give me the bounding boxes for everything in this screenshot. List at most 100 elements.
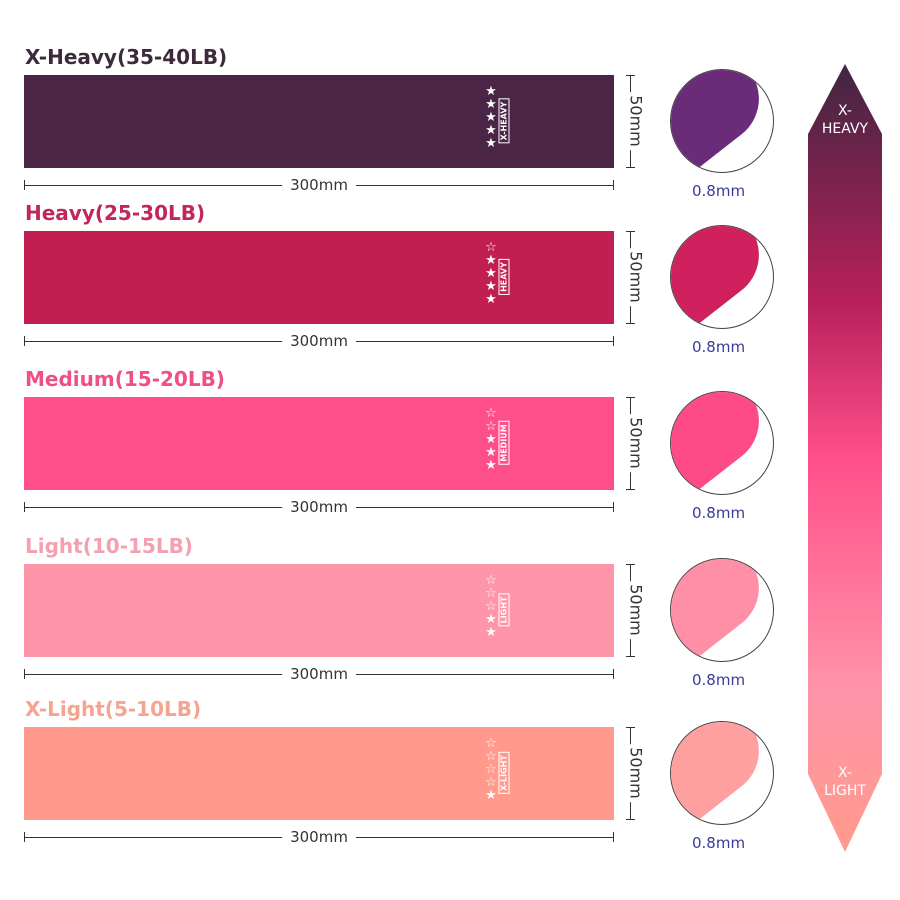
star-rating: ★ ★ ☆ ☆ ☆: [484, 574, 498, 639]
thickness-closeup: [670, 69, 774, 173]
star-rating: ★ ★ ★ ★ ☆: [484, 241, 498, 306]
thickness-label: 0.8mm: [692, 182, 746, 200]
height-dimension: 50mm: [626, 564, 646, 657]
width-dimension: 300mm: [24, 176, 614, 194]
thickness-closeup: [670, 225, 774, 329]
height-dimension-cap: [626, 167, 635, 168]
width-dimension-cap: [24, 502, 25, 512]
star-filled-icon: ★: [485, 432, 497, 447]
star-filled-icon: ★: [485, 788, 497, 803]
band-fold-image: [671, 70, 773, 172]
width-dimension: 300mm: [24, 498, 614, 516]
height-label: 50mm: [626, 414, 646, 472]
width-label: 300mm: [282, 665, 356, 683]
thickness-label: 0.8mm: [692, 504, 746, 522]
band-title: Light(10-15LB): [25, 534, 193, 558]
width-dimension-cap: [613, 832, 614, 842]
height-dimension-cap: [626, 231, 635, 232]
height-dimension: 50mm: [626, 231, 646, 324]
thickness-label: 0.8mm: [692, 834, 746, 852]
star-filled-icon: ★: [485, 136, 497, 151]
star-empty-icon: ☆: [485, 736, 497, 751]
star-empty-icon: ☆: [485, 573, 497, 588]
scale-top-label: X- HEAVY: [808, 102, 882, 138]
star-filled-icon: ★: [485, 292, 497, 307]
height-label: 50mm: [626, 581, 646, 639]
star-filled-icon: ★: [485, 445, 497, 460]
star-filled-icon: ★: [485, 253, 497, 268]
band-swatch: ★ ★ ☆ ☆ ☆ LIGHT: [24, 564, 614, 657]
width-dimension-cap: [613, 336, 614, 346]
height-label: 50mm: [626, 248, 646, 306]
width-dimension-cap: [613, 180, 614, 190]
star-empty-icon: ☆: [485, 762, 497, 777]
height-label: 50mm: [626, 744, 646, 802]
star-rating: ★ ★ ★ ☆ ☆: [484, 407, 498, 472]
width-dimension: 300mm: [24, 332, 614, 350]
band-fold-image: [671, 392, 773, 494]
height-dimension: 50mm: [626, 727, 646, 820]
band-level-tag: X-LIGHT: [498, 752, 510, 794]
width-label: 300mm: [282, 176, 356, 194]
height-dimension-cap: [626, 75, 635, 76]
band-title: X-Heavy(35-40LB): [25, 45, 228, 69]
star-filled-icon: ★: [485, 84, 497, 99]
scale-bottom-line1: X-: [838, 765, 852, 781]
width-label: 300mm: [282, 828, 356, 846]
star-filled-icon: ★: [485, 123, 497, 138]
height-dimension-cap: [626, 323, 635, 324]
star-filled-icon: ★: [485, 279, 497, 294]
band-swatch: ★ ★ ★ ★ ★ X-HEAVY: [24, 75, 614, 168]
thickness-closeup: [670, 391, 774, 495]
band-level-tag: MEDIUM: [498, 421, 510, 465]
star-empty-icon: ☆: [485, 419, 497, 434]
band-fold-image: [671, 559, 773, 661]
height-dimension-cap: [626, 397, 635, 398]
star-empty-icon: ☆: [485, 240, 497, 255]
width-dimension: 300mm: [24, 665, 614, 683]
band-level-tag: HEAVY: [498, 259, 510, 295]
width-dimension-cap: [613, 669, 614, 679]
band-title: X-Light(5-10LB): [25, 697, 202, 721]
star-filled-icon: ★: [485, 110, 497, 125]
scale-top-line1: X-: [838, 103, 852, 119]
scale-top-line2: HEAVY: [821, 121, 869, 137]
thickness-closeup: [670, 721, 774, 825]
width-dimension-cap: [24, 832, 25, 842]
star-empty-icon: ☆: [485, 749, 497, 764]
height-dimension-cap: [626, 656, 635, 657]
height-dimension-cap: [626, 489, 635, 490]
band-fold-image: [671, 722, 773, 824]
star-empty-icon: ☆: [485, 406, 497, 421]
star-filled-icon: ★: [485, 612, 497, 627]
thickness-label: 0.8mm: [692, 671, 746, 689]
height-dimension-cap: [626, 564, 635, 565]
width-dimension-cap: [24, 180, 25, 190]
band-swatch: ★ ★ ★ ☆ ☆ MEDIUM: [24, 397, 614, 490]
height-dimension-cap: [626, 727, 635, 728]
band-swatch: ★ ☆ ☆ ☆ ☆ X-LIGHT: [24, 727, 614, 820]
width-label: 300mm: [282, 332, 356, 350]
star-filled-icon: ★: [485, 266, 497, 281]
scale-bottom-line2: LIGHT: [824, 783, 866, 799]
width-dimension-cap: [24, 336, 25, 346]
star-filled-icon: ★: [485, 458, 497, 473]
star-empty-icon: ☆: [485, 586, 497, 601]
width-dimension: 300mm: [24, 828, 614, 846]
star-filled-icon: ★: [485, 97, 497, 112]
thickness-closeup: [670, 558, 774, 662]
width-label: 300mm: [282, 498, 356, 516]
band-swatch: ★ ★ ★ ★ ☆ HEAVY: [24, 231, 614, 324]
height-label: 50mm: [626, 92, 646, 150]
band-level-tag: X-HEAVY: [498, 98, 510, 144]
intensity-scale-arrow: [808, 64, 882, 852]
star-rating: ★ ★ ★ ★ ★: [484, 85, 498, 150]
height-dimension: 50mm: [626, 397, 646, 490]
width-dimension-cap: [24, 669, 25, 679]
scale-bottom-label: X- LIGHT: [808, 764, 882, 800]
width-dimension-cap: [613, 502, 614, 512]
band-title: Medium(15-20LB): [25, 367, 225, 391]
height-dimension-cap: [626, 819, 635, 820]
thickness-label: 0.8mm: [692, 338, 746, 356]
